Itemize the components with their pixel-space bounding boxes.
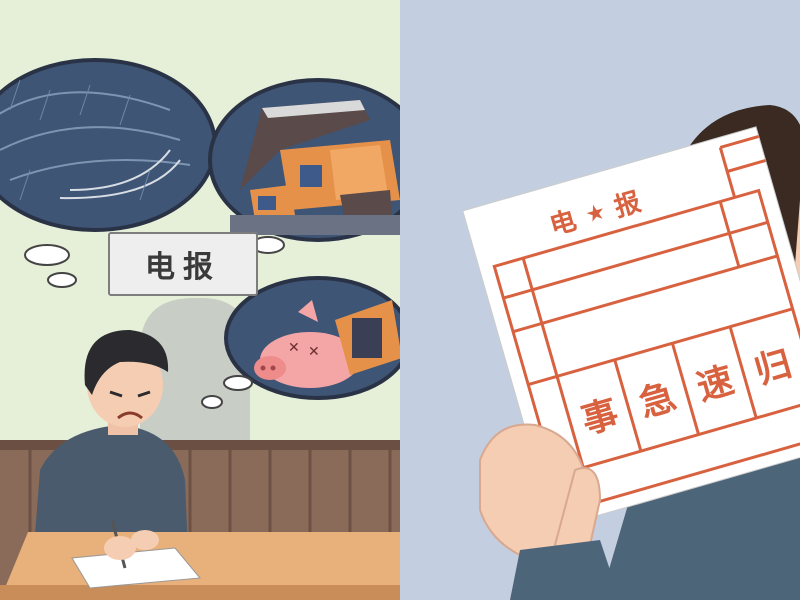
- sleeve: [510, 540, 620, 600]
- thought-dot-2: [47, 272, 77, 288]
- svg-text:✕: ✕: [308, 344, 320, 360]
- telegram-sign: 电报: [108, 232, 258, 296]
- right-scene: 电 ★ 报 事 急 速 归: [462, 105, 800, 600]
- writing-paper: [71, 547, 201, 589]
- telegram-sheet: 电 ★ 报 事 急 速 归: [462, 126, 800, 529]
- wall-arch: [140, 298, 250, 450]
- thought-dot-1: [24, 244, 70, 266]
- left-panel: ✕ ✕: [0, 0, 400, 600]
- left-scene: ✕ ✕: [0, 58, 400, 600]
- right-panel: 电 ★ 报 事 急 速 归: [400, 0, 800, 600]
- writing-hand: [104, 536, 136, 560]
- telegram-sign-text: 电报: [145, 250, 221, 285]
- thought-dot-5: [223, 375, 253, 391]
- svg-text:✕: ✕: [288, 340, 300, 356]
- storm-thought-bubble: [0, 58, 217, 232]
- desk: [0, 532, 400, 600]
- storm-clouds: [0, 91, 191, 200]
- thought-dot-6: [201, 395, 223, 409]
- dead-pig: ✕ ✕: [254, 300, 400, 388]
- collapsed-house: [230, 100, 400, 235]
- other-hand: [131, 530, 159, 550]
- rain-lines: [9, 79, 151, 201]
